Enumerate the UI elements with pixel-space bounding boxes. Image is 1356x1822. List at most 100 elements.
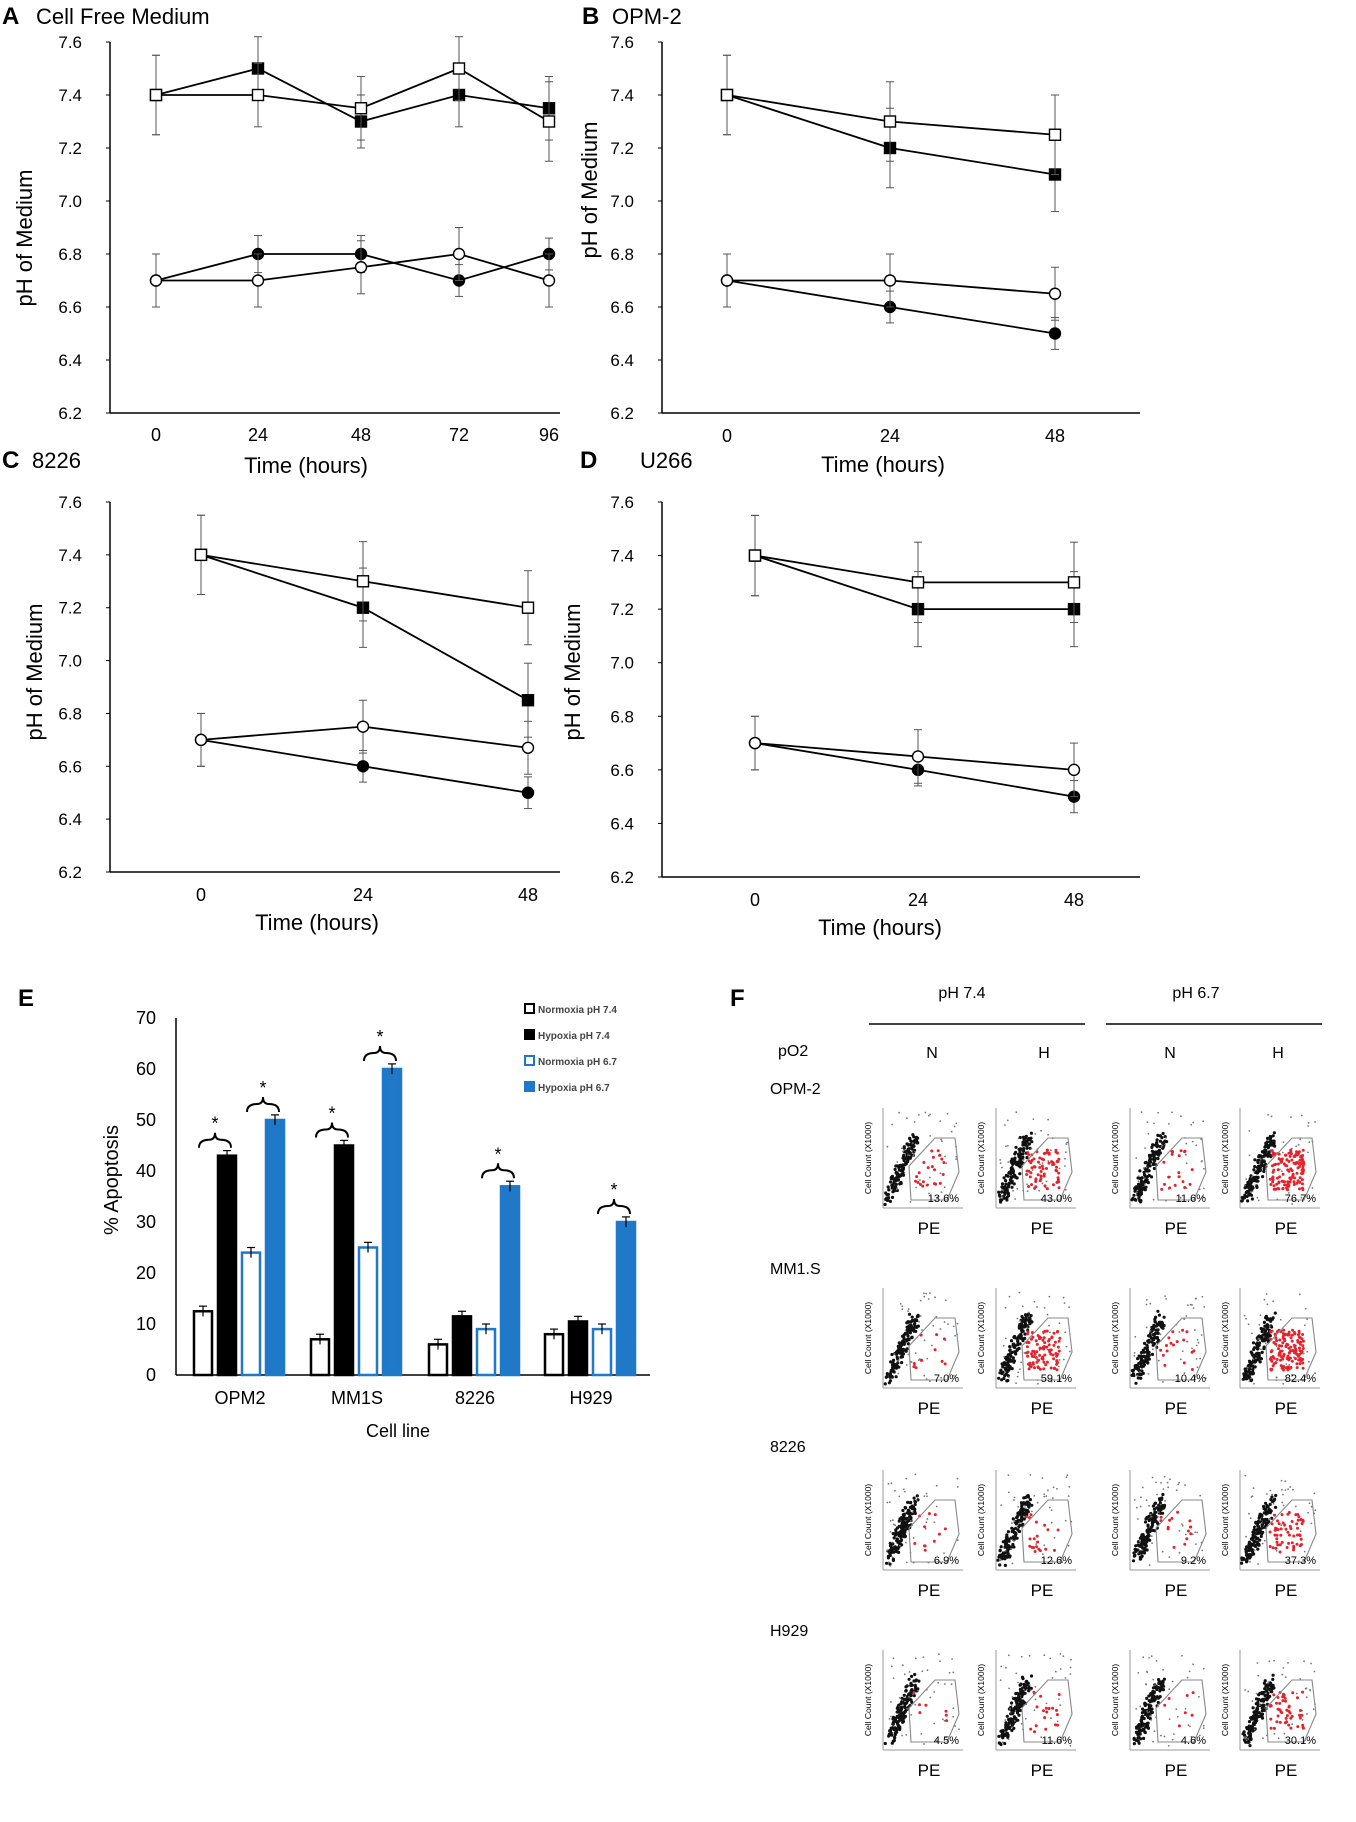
flow-event-dot xyxy=(952,1671,955,1674)
flow-event-dot xyxy=(1010,1723,1014,1727)
flow-event-dot xyxy=(896,1161,899,1163)
flow-event-dot xyxy=(903,1490,906,1493)
flow-event-dot xyxy=(907,1312,912,1316)
flow-gated-dot xyxy=(1275,1339,1279,1343)
flow-event-dot xyxy=(1258,1161,1261,1163)
flow-event-dot xyxy=(944,1299,947,1302)
flow-event-dot xyxy=(903,1697,907,1701)
flow-plot-y-label: Cell Count (X1000) xyxy=(863,1664,873,1736)
flow-event-dot xyxy=(910,1674,914,1678)
flow-event-dot xyxy=(905,1477,908,1480)
flow-event-dot xyxy=(1258,1323,1261,1326)
flow-event-dot xyxy=(1270,1115,1273,1118)
flow-event-dot xyxy=(1272,1503,1275,1505)
flow-gated-dot xyxy=(1030,1159,1034,1162)
panel-e-legend-label: Normoxia pH 7.4 xyxy=(538,1005,617,1016)
flow-gated-dot xyxy=(1183,1542,1187,1546)
flow-gated-dot xyxy=(1057,1157,1061,1161)
flow-gated-dot xyxy=(1289,1527,1293,1531)
flow-event-dot xyxy=(1313,1670,1316,1673)
flow-event-dot xyxy=(1156,1309,1160,1313)
flow-event-dot xyxy=(1255,1708,1259,1712)
flow-event-dot xyxy=(1165,1298,1167,1300)
flow-event-dot xyxy=(943,1719,946,1722)
flow-gated-dot xyxy=(931,1155,935,1159)
panel-c-ytick-label: 7.0 xyxy=(58,652,82,671)
flow-event-dot xyxy=(1260,1698,1264,1702)
flow-event-dot xyxy=(1310,1505,1313,1508)
panel-f-cell-line-label: OPM-2 xyxy=(770,1081,821,1098)
flow-event-dot xyxy=(998,1548,1002,1552)
flow-event-dot xyxy=(1264,1501,1268,1505)
flow-event-dot xyxy=(1006,1174,1010,1178)
flow-event-dot xyxy=(1142,1656,1145,1658)
flow-event-dot xyxy=(1019,1320,1022,1323)
flow-event-dot xyxy=(1013,1173,1017,1177)
flow-gated-dot xyxy=(1030,1352,1033,1356)
flow-gate-percent: 12.6% xyxy=(1041,1555,1072,1567)
flow-event-dot xyxy=(1000,1190,1004,1194)
flow-gated-dot xyxy=(1040,1164,1044,1168)
flow-event-dot xyxy=(1160,1136,1164,1140)
flow-event-dot xyxy=(1029,1674,1034,1678)
flow-plot-x-label: PE xyxy=(1031,1219,1054,1238)
flow-gated-dot xyxy=(1177,1175,1181,1179)
flow-event-dot xyxy=(917,1679,921,1683)
flow-gated-dot xyxy=(1040,1357,1044,1361)
flow-event-dot xyxy=(1288,1192,1290,1194)
panel-c-marker-square xyxy=(356,575,370,588)
flow-plot: Cell Count (X1000)11.6%PE xyxy=(976,1650,1076,1780)
panel-a-ylabel: pH of Medium xyxy=(12,170,37,307)
flow-gated-dot xyxy=(1027,1185,1031,1188)
flow-gate-percent: 10.4% xyxy=(1175,1373,1206,1385)
flow-gated-dot xyxy=(914,1366,918,1370)
flow-event-dot xyxy=(1244,1184,1246,1187)
flow-gated-dot xyxy=(1054,1148,1058,1152)
flow-event-dot xyxy=(1038,1189,1041,1192)
flow-event-dot xyxy=(888,1562,892,1566)
flow-event-dot xyxy=(1157,1149,1161,1153)
flow-gate-percent: 6.9% xyxy=(934,1555,959,1567)
flow-event-dot xyxy=(1242,1730,1246,1734)
flow-gated-dot xyxy=(1055,1180,1059,1184)
flow-event-dot xyxy=(891,1722,895,1726)
flow-event-dot xyxy=(1004,1182,1008,1186)
flow-event-dot xyxy=(1245,1194,1249,1199)
flow-gated-dot xyxy=(1270,1329,1274,1333)
flow-event-dot xyxy=(905,1734,908,1736)
flow-event-dot xyxy=(1157,1111,1159,1114)
flow-gated-dot xyxy=(1039,1170,1043,1173)
flow-event-dot xyxy=(958,1728,960,1731)
flow-event-dot xyxy=(1176,1715,1179,1718)
flow-event-dot xyxy=(1185,1153,1187,1156)
flow-event-dot xyxy=(907,1308,910,1310)
flow-event-dot xyxy=(1148,1333,1152,1337)
flow-event-dot xyxy=(1200,1334,1203,1336)
flow-event-dot xyxy=(1268,1325,1271,1327)
flow-event-dot xyxy=(1281,1170,1283,1173)
flow-event-dot xyxy=(1181,1524,1184,1527)
flow-event-dot xyxy=(901,1519,905,1523)
flow-gated-dot xyxy=(1161,1353,1165,1357)
flow-event-dot xyxy=(1139,1199,1143,1203)
flow-gate-percent: 13.6% xyxy=(928,1193,959,1205)
panel-f: F pH 7.4 pH 6.7 pO2 xyxy=(730,985,1322,1060)
flow-plot-y-label: Cell Count (X1000) xyxy=(863,1122,873,1194)
flow-gated-dot xyxy=(1280,1513,1284,1517)
flow-event-dot xyxy=(1133,1354,1136,1357)
flow-event-dot xyxy=(1037,1382,1039,1385)
flow-event-dot xyxy=(1254,1171,1258,1175)
flow-event-dot xyxy=(915,1499,918,1502)
flow-event-dot xyxy=(1006,1723,1010,1727)
flow-event-dot xyxy=(929,1292,931,1294)
flow-event-dot xyxy=(1002,1376,1006,1381)
flow-event-dot xyxy=(905,1521,909,1525)
flow-plot: Cell Count (X1000)7.0%PE xyxy=(863,1288,963,1418)
panel-e-bar xyxy=(543,1332,565,1377)
flow-gated-dot xyxy=(1029,1513,1033,1517)
flow-event-dot xyxy=(1151,1156,1154,1159)
panel-d-marker-circle xyxy=(748,736,762,750)
flow-event-dot xyxy=(1181,1654,1183,1657)
flow-event-dot xyxy=(912,1694,916,1698)
flow-event-dot xyxy=(925,1292,928,1295)
